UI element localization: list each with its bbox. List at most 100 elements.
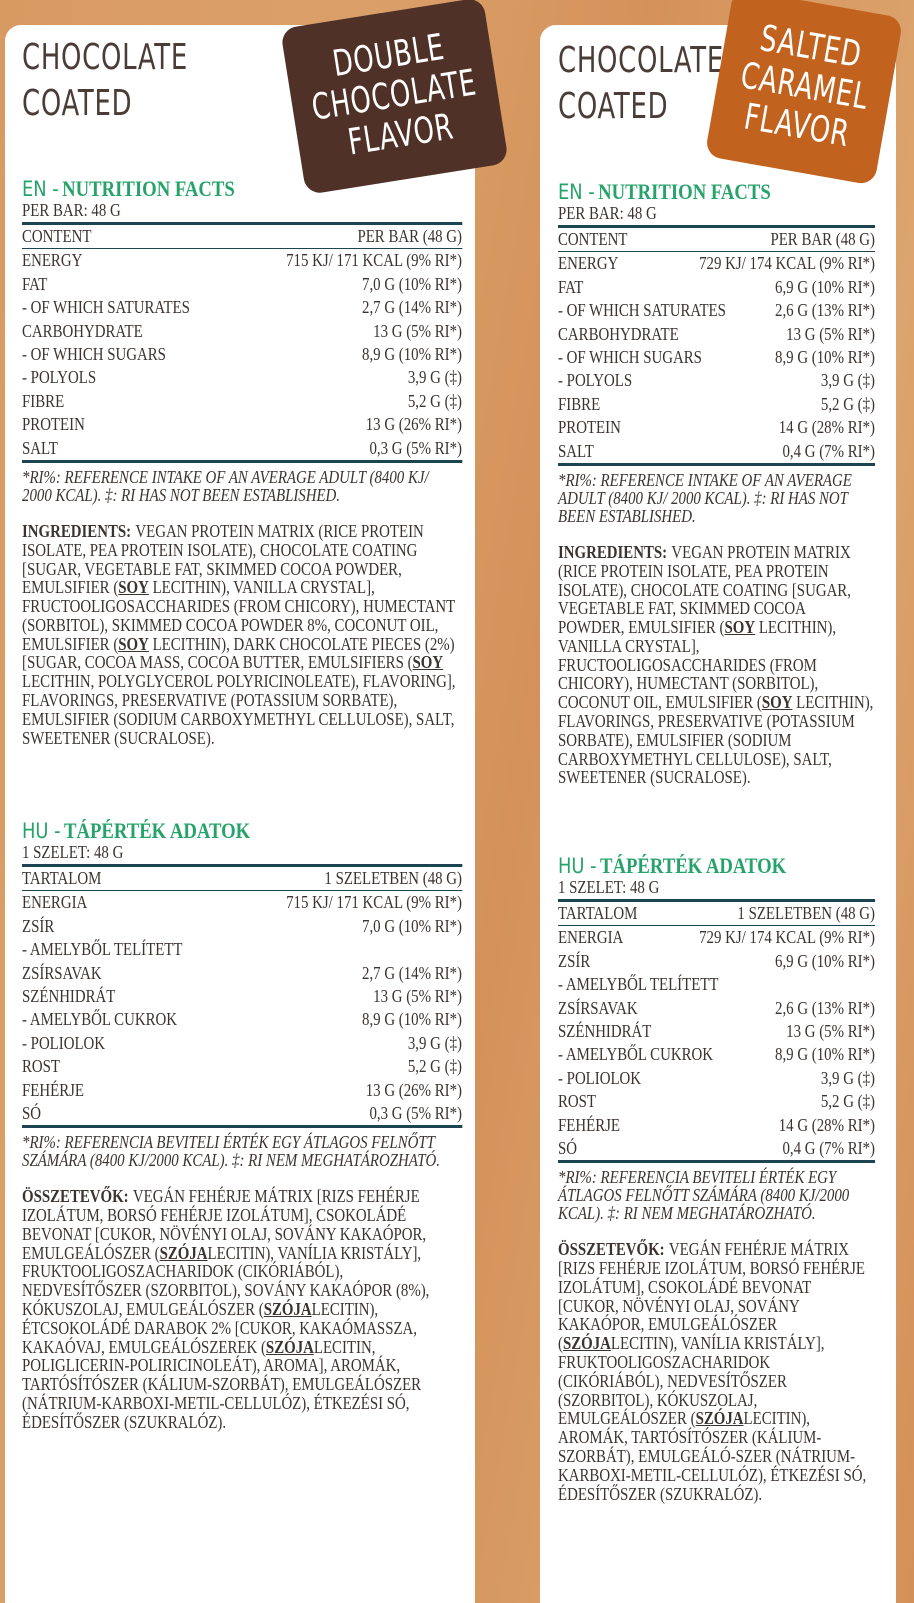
header-cell: TARTALOM — [558, 903, 638, 923]
ingredients-text: VEGÁN FEHÉRJE MÁTRIX [RIZS FEHÉRJE IZOLÁ… — [558, 1239, 866, 1354]
section-title: HU - TÁPÉRTÉK ADATOK — [22, 818, 462, 843]
nutrient-name: - AMELYBŐL TELÍTETT — [22, 939, 183, 960]
ingredients-text: LECITIN, POLIGLICERIN-POLIRICINOLEÁT), A… — [22, 1336, 422, 1432]
ingredients-text: LECITHIN), DARK CHOCOLATE PIECES (2%) [S… — [22, 633, 455, 673]
nutrition-row: SZÉNHIDRÁT 13 G (5% RI*) — [558, 1020, 875, 1043]
nutrient-value: 3,9 G (‡) — [407, 367, 462, 388]
section-title: EN - NUTRITION FACTS — [558, 180, 875, 204]
nutrition-section: HU - TÁPÉRTÉK ADATOK 1 SZELET: 48 G TARTALO… — [22, 820, 462, 1432]
nutrition-row: FAT 6,9 G (10% RI*) — [558, 276, 875, 299]
footnote: *RI%: REFERENCIA BEVITELI ÉRTÉK EGY ÁTLA… — [22, 1132, 441, 1171]
ingredients: INGREDIENTS: VEGAN PROTEIN MATRIX (RICE P… — [22, 520, 462, 748]
allergen: SOY — [761, 692, 793, 713]
nutrition-row: SÓ 0,3 G (5% RI*) — [22, 1102, 462, 1125]
nutrient-name: - OF WHICH SATURATES — [22, 297, 190, 318]
nutrient-value: 0,3 G (5% RI*) — [369, 1102, 462, 1123]
ingredients: INGREDIENTS: VEGAN PROTEIN MATRIX (RICE P… — [558, 541, 875, 788]
nutrient-value: 5,2 G (‡) — [407, 390, 462, 411]
flavor-badge: SALTED CARAMEL FLAVOR — [704, 0, 904, 186]
ingredients-text: LECITHIN, POLYGLYCEROL POLYRICINOLEATE),… — [22, 671, 456, 748]
section-title-text: TÁPÉRTÉK ADATOK — [64, 818, 251, 843]
ingredients: ÖSSZETEVŐK: VEGÁN FEHÉRJE MÁTRIX [RIZS FE… — [558, 1240, 875, 1503]
nutrition-row: FAT 7,0 G (10% RI*) — [22, 273, 462, 296]
allergen: SZÓJA — [265, 1336, 314, 1357]
language-code: HU - — [558, 854, 597, 878]
nutrition-row: PROTEIN 14 G (28% RI*) — [558, 416, 875, 439]
table-header: CONTENT PER BAR (48 G) — [558, 228, 875, 253]
ingredients-text: VEGAN PROTEIN MATRIX (RICE PROTEIN ISOLA… — [22, 520, 424, 598]
nutrient-value: 6,9 G (10% RI*) — [775, 276, 875, 297]
nutrition-row: ENERGIA 729 KJ/ 174 KCAL (9% RI*) — [558, 926, 875, 949]
nutrition-section: HU - TÁPÉRTÉK ADATOK 1 SZELET: 48 G TARTALO… — [558, 855, 875, 1503]
nutrition-table: CONTENT PER BAR (48 G) ENERGY 715 KJ/ 171 K… — [22, 222, 462, 463]
ingredients-text: LECITIN), VANÍLIA KRISTÁLY], FRUKTOOLIGO… — [22, 1242, 430, 1320]
allergen: SOY — [118, 633, 149, 654]
nutrient-name: ZSÍRSAVAK — [558, 997, 638, 1018]
language-code: EN - — [558, 180, 595, 204]
language-code: EN - — [22, 177, 59, 201]
nutrition-row: FIBRE 5,2 G (‡) — [22, 390, 462, 413]
nutrient-name: FAT — [558, 276, 584, 297]
nutrient-value: 13 G (5% RI*) — [786, 1020, 875, 1041]
ingredients-text: LECITHIN), FLAVORINGS, PRESERVATIVE (POT… — [558, 692, 874, 788]
nutrition-row: ENERGIA 715 KJ/ 171 KCAL (9% RI*) — [22, 891, 462, 914]
nutrition-row: - POLYOLS 3,9 G (‡) — [558, 369, 875, 392]
nutrient-value: 2,7 G (14% RI*) — [362, 297, 462, 318]
nutrition-row: CARBOHYDRATE 13 G (5% RI*) — [22, 320, 462, 343]
nutrition-table: TARTALOM 1 SZELETBEN (48 G) ENERGIA 715 KJ/… — [22, 864, 462, 1129]
nutrient-value: 2,6 G (13% RI*) — [775, 997, 875, 1018]
nutrition-row: ZSÍR 7,0 G (10% RI*) — [22, 915, 462, 938]
serving-size: PER BAR: 48 G — [558, 203, 657, 223]
section-title-text: TÁPÉRTÉK ADATOK — [600, 853, 787, 878]
nutrient-name: SALT — [22, 437, 58, 458]
header-cell: 1 SZELETBEN (48 G) — [737, 903, 875, 923]
nutrient-value: 729 KJ/ 174 KCAL (9% RI*) — [699, 927, 875, 948]
nutrition-section: EN - NUTRITION FACTS PER BAR: 48 G CONTENT P… — [22, 178, 462, 747]
nutrient-value: 5,2 G (‡) — [407, 1056, 462, 1077]
allergen: SOY — [118, 577, 149, 598]
nutrient-value: 715 KJ/ 171 KCAL (9% RI*) — [286, 892, 462, 913]
nutrient-value: 7,0 G (10% RI*) — [362, 273, 462, 294]
nutrient-name: SZÉNHIDRÁT — [558, 1020, 652, 1041]
nutrition-section: EN - NUTRITION FACTS PER BAR: 48 G CONTENT P… — [558, 181, 875, 787]
nutrition-row: FEHÉRJE 13 G (26% RI*) — [22, 1079, 462, 1102]
allergen: SOY — [412, 652, 444, 673]
nutrient-value: 13 G (5% RI*) — [786, 323, 875, 344]
nutrient-name: FEHÉRJE — [22, 1079, 84, 1100]
ingredients-label: ÖSSZETEVŐK: — [558, 1239, 665, 1260]
nutrition-row: SALT 0,3 G (5% RI*) — [22, 437, 462, 460]
nutrition-row: ZSÍR 6,9 G (10% RI*) — [558, 950, 875, 973]
nutrient-name: - POLYOLS — [558, 370, 633, 391]
heading-line: COATED — [558, 86, 669, 127]
nutrient-name: ZSÍRSAVAK — [22, 962, 102, 983]
nutrition-row: FEHÉRJE 14 G (28% RI*) — [558, 1114, 875, 1137]
nutrition-row: - OF WHICH SATURATES 2,7 G (14% RI*) — [22, 296, 462, 319]
nutrition-row: - POLIOLOK 3,9 G (‡) — [558, 1067, 875, 1090]
header-cell: PER BAR (48 G) — [357, 226, 462, 246]
nutrient-name: PROTEIN — [558, 417, 621, 438]
nutrient-name: - AMELYBŐL CUKROK — [22, 1009, 177, 1030]
section-title: EN - NUTRITION FACTS — [22, 176, 462, 201]
nutrient-value: 3,9 G (‡) — [407, 1032, 462, 1053]
nutrition-row: PROTEIN 13 G (26% RI*) — [22, 413, 462, 436]
header-cell: PER BAR (48 G) — [770, 229, 875, 249]
nutrition-row: - AMELYBŐL CUKROK 8,9 G (10% RI*) — [558, 1043, 875, 1066]
nutrient-value: 3,9 G (‡) — [820, 370, 875, 391]
nutrient-value: 0,3 G (5% RI*) — [369, 437, 462, 458]
nutrient-value: 8,9 G (10% RI*) — [362, 1009, 462, 1030]
nutrient-name: - POLYOLS — [22, 367, 97, 388]
section-title-text: NUTRITION FACTS — [62, 176, 235, 201]
flavor-badge: DOUBLE CHOCOLATE FLAVOR — [280, 0, 509, 196]
allergen: SZÓJA — [263, 1299, 312, 1320]
nutrition-row: ROST 5,2 G (‡) — [558, 1090, 875, 1113]
nutrient-name: - OF WHICH SATURATES — [558, 300, 726, 321]
ingredients-label: INGREDIENTS: — [558, 541, 668, 562]
section-title: HU - TÁPÉRTÉK ADATOK — [558, 853, 875, 878]
footnote: *RI%: REFERENCE INTAKE OF AN AVERAGE ADU… — [22, 466, 429, 505]
ingredients-label: ÖSSZETEVŐK: — [22, 1186, 129, 1207]
allergen: SOY — [724, 617, 756, 638]
nutrient-name: CARBOHYDRATE — [22, 320, 143, 341]
nutrient-name: ENERGY — [558, 253, 619, 274]
footnote: *RI%: REFERENCE INTAKE OF AN AVERAGE ADU… — [558, 469, 852, 526]
header-cell: CONTENT — [22, 226, 92, 246]
